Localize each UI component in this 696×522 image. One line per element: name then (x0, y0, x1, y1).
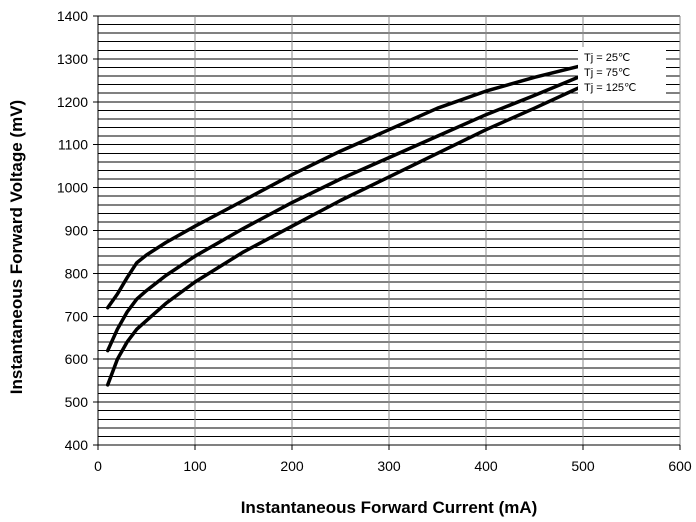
series-line-2 (105, 73, 585, 353)
legend-entry: Tj = 125℃ (584, 82, 636, 94)
legend-entry: Tj = 25℃ (584, 52, 630, 64)
y-tick-label: 1300 (57, 51, 88, 67)
y-tick-label: 700 (65, 308, 89, 324)
y-tick-label: 400 (65, 437, 89, 453)
series-line-1 (105, 63, 585, 310)
x-tick-label: 500 (571, 458, 595, 474)
y-tick-label: 1100 (58, 137, 88, 153)
y-axis-title: Instantaneous Forward Voltage (mV) (7, 100, 26, 394)
x-tick-label: 400 (474, 458, 498, 474)
x-tick-label: 100 (183, 458, 207, 474)
x-tick-label: 0 (94, 458, 102, 474)
x-axis-title: Instantaneous Forward Current (mA) (241, 498, 538, 517)
legend-box (578, 47, 666, 100)
axes: 400 500 600 700 800 900 1000 1100 1200 1300 1400 0 1… (57, 8, 692, 474)
legend-entry: Tj = 75℃ (584, 67, 630, 79)
x-tick-label: 200 (280, 458, 304, 474)
y-tick-label: 1000 (57, 180, 88, 196)
x-tick-label: 600 (668, 458, 692, 474)
y-tick-label: 1200 (57, 94, 88, 110)
legend: Tj = 25℃ Tj = 75℃ Tj = 125℃ (578, 47, 666, 100)
series-line-3 (105, 84, 585, 387)
y-tick-label: 800 (65, 265, 89, 281)
y-tick-label: 1400 (57, 8, 88, 24)
x-tick-label: 300 (377, 458, 401, 474)
y-tick-label: 600 (65, 351, 89, 367)
y-tick-label: 500 (65, 394, 89, 410)
y-tick-label: 900 (65, 223, 89, 239)
series-lines (105, 63, 585, 387)
